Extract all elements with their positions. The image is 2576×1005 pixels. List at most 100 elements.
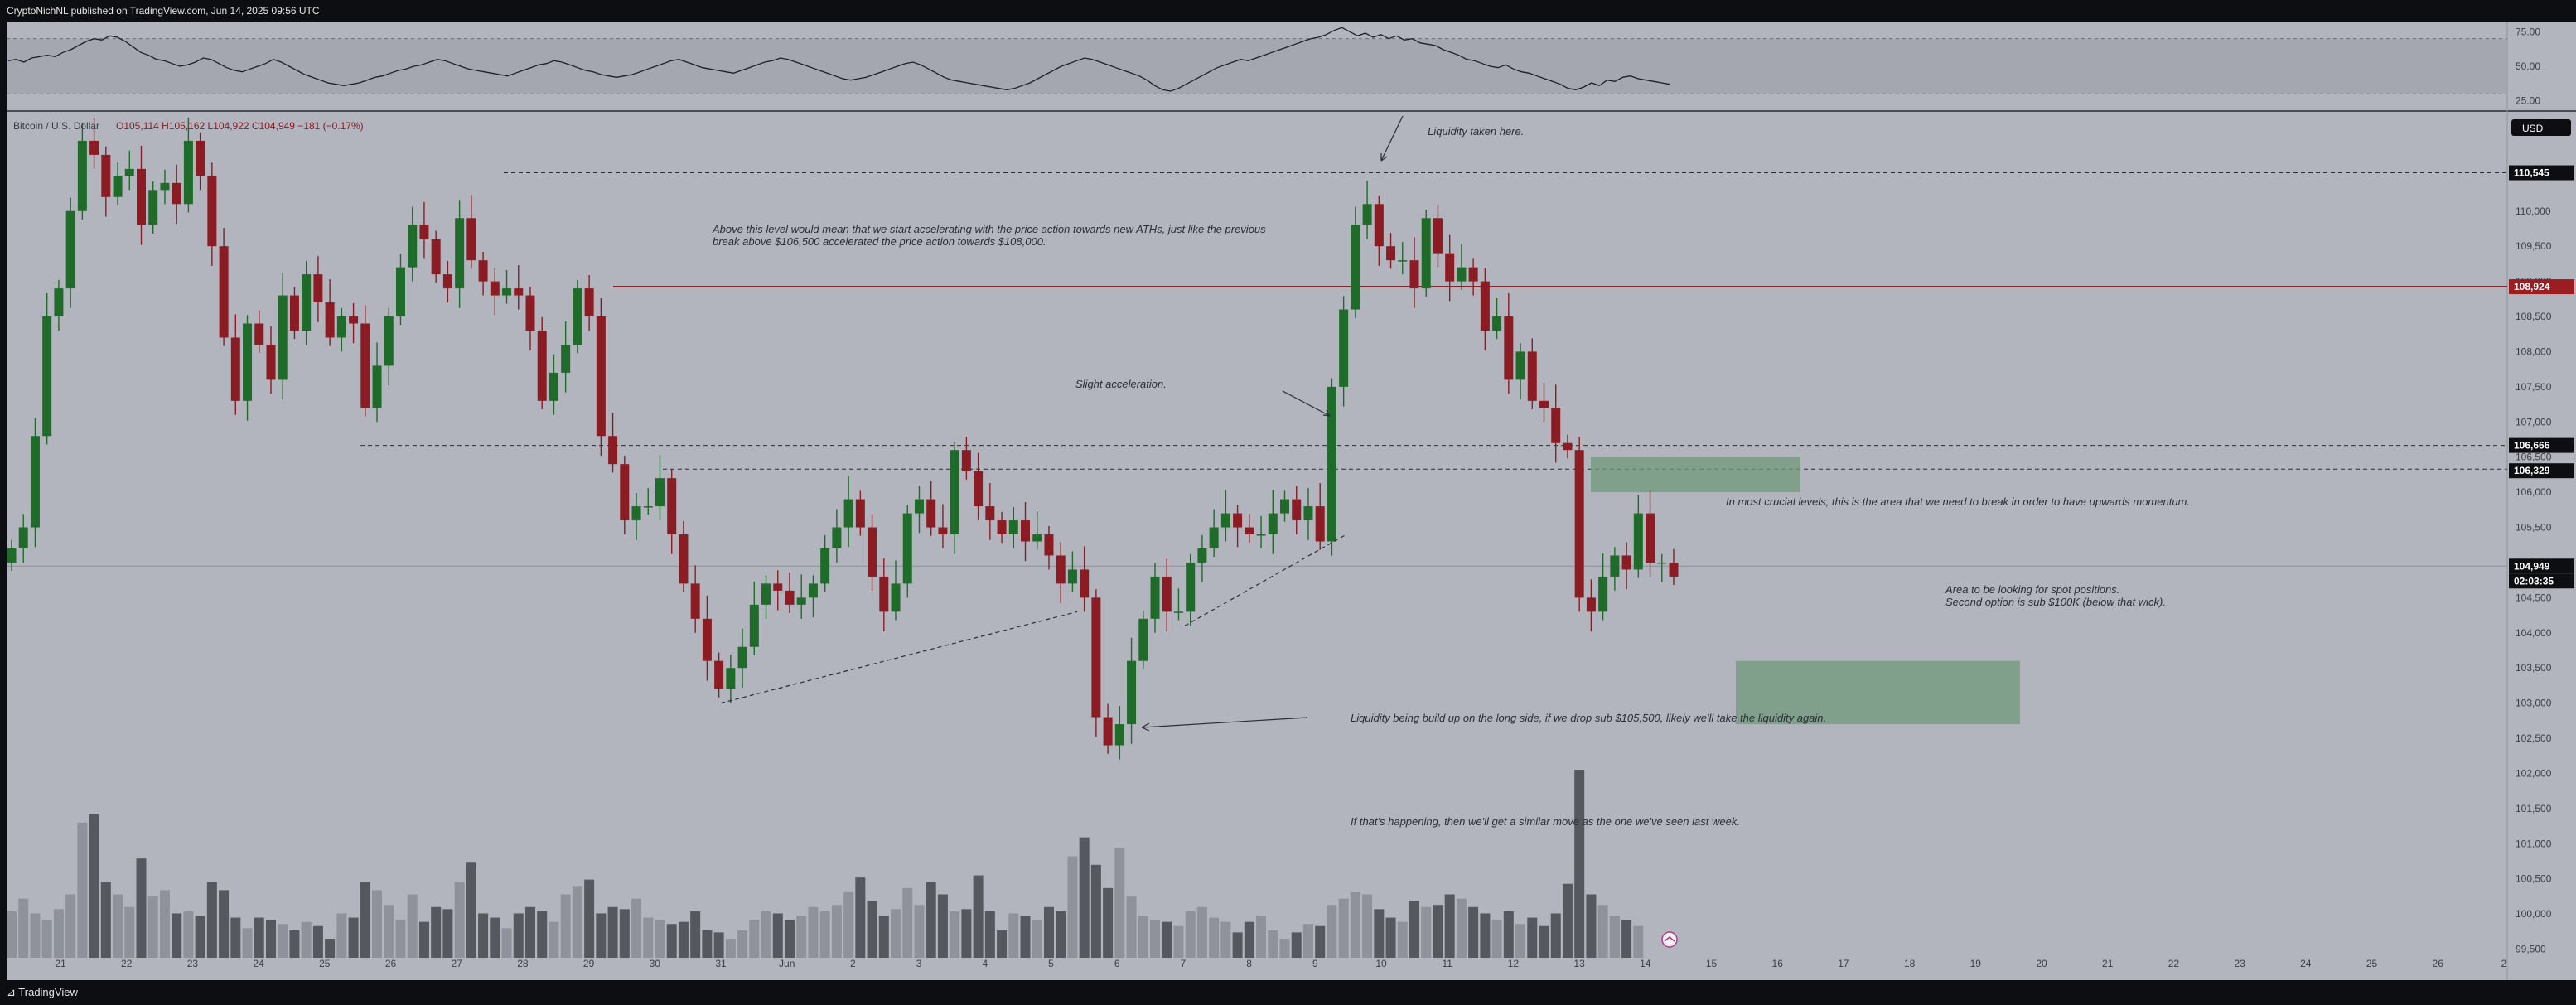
volume-bar (678, 921, 689, 958)
candle-body (843, 499, 853, 528)
price-label-box (2509, 558, 2574, 574)
time-tick-label: 22 (2168, 958, 2180, 969)
candle-body (136, 168, 146, 225)
volume-bar (478, 913, 489, 958)
candle-body (219, 246, 229, 338)
replay-icon[interactable] (1661, 931, 1678, 948)
time-tick-label: 26 (2433, 958, 2444, 969)
volume-bar (1291, 932, 1302, 958)
candle-body (1127, 660, 1137, 725)
candle-body (573, 288, 582, 345)
volume-bar (560, 894, 571, 958)
volume-bar (973, 875, 984, 958)
candle-body (1280, 499, 1290, 514)
candle-body (1574, 450, 1584, 598)
price-tick-label: 109,500 (2516, 240, 2552, 252)
price-tick-label: 104,500 (2516, 592, 2552, 603)
resistance-zone (1591, 457, 1800, 493)
volume-bar (843, 891, 854, 958)
rsi-tick-label: 75.00 (2516, 26, 2540, 37)
volume-bar (124, 906, 135, 958)
time-axis[interactable]: 21 22 23 24 25 26 27 28 29 30 31 Jun 2 3 4 5 6 7 8 9 10 11 12 1… (55, 958, 2506, 969)
annotation-if-happening: If that's happening, then we'll get a si… (1351, 815, 1740, 828)
candle-body (172, 182, 181, 205)
candle-body (926, 499, 936, 528)
tradingview-logo-icon: ⊿ (7, 986, 16, 998)
volume-bar (891, 909, 901, 958)
volume-bar (1444, 894, 1455, 958)
volume-bar (878, 916, 889, 958)
volume-bar (655, 920, 665, 958)
price-label-box (2509, 165, 2574, 181)
volume-bar (1456, 898, 1467, 958)
volume-bar (950, 911, 960, 958)
candle-body (514, 288, 524, 296)
volume-bar (1244, 921, 1254, 958)
volume-bar (1374, 909, 1385, 958)
candle-body (1114, 724, 1124, 746)
price-label-box (2509, 463, 2574, 479)
price-tick-label: 100,500 (2516, 873, 2552, 885)
time-tick-label: 16 (1772, 958, 1784, 969)
volume-bar (914, 905, 925, 958)
volume-bar (1302, 924, 1313, 958)
price-tick-label: 101,500 (2516, 803, 2552, 814)
candle-body (1492, 316, 1502, 331)
candle-body (679, 534, 689, 584)
time-tick-label: 22 (121, 958, 133, 969)
currency-badge[interactable]: USD (2511, 119, 2571, 136)
time-tick-label: 9 (1312, 958, 1318, 969)
candle-body (561, 344, 571, 373)
candle-body (737, 646, 747, 669)
candle-body (1080, 569, 1090, 598)
candle-body (124, 168, 134, 176)
volume-bar (1409, 901, 1420, 958)
candle-body (7, 548, 17, 563)
time-tick-label: 18 (1904, 958, 1916, 969)
candle-body (1633, 513, 1643, 570)
volume-bar (1385, 917, 1396, 958)
volume-bar (454, 882, 465, 958)
volume-bar (89, 814, 99, 958)
candle-body (1551, 408, 1561, 443)
volume-bar (749, 920, 760, 958)
volume-bar (1468, 906, 1479, 958)
volume-bar (490, 917, 500, 958)
volume-bar (631, 898, 642, 958)
plot-area (7, 22, 2507, 980)
candle-body (596, 316, 606, 437)
rsi-pane (7, 27, 2507, 94)
candle-body (360, 323, 370, 408)
candle-body (65, 210, 75, 289)
price-labels: 110,545 108,924 106,666 106,329 104,949 02:03… (2509, 165, 2574, 589)
time-tick-label: 20 (2036, 958, 2047, 969)
candle-body (868, 527, 877, 577)
time-tick-label: 13 (1573, 958, 1585, 969)
volume-bar (1609, 916, 1620, 958)
candle-body (254, 323, 264, 345)
chart-canvas[interactable]: Liquidity taken here. Above this level w… (0, 22, 2576, 980)
candle-body (490, 281, 500, 296)
footer-brand: TradingView (18, 986, 78, 998)
volume-bar (984, 911, 995, 958)
candle-body (879, 576, 889, 612)
candle-body (289, 295, 299, 331)
volume-bar (100, 882, 111, 958)
time-tick-label: 3 (916, 958, 922, 969)
volume-bar (926, 882, 936, 958)
volume-bar (1008, 913, 1019, 958)
price-scale-area (2507, 22, 2576, 980)
time-tick-label: 17 (1838, 958, 1849, 969)
candle-body (54, 288, 64, 317)
volume-bar (230, 917, 241, 958)
volume-bar (372, 890, 383, 958)
candle-body (525, 295, 535, 331)
price-tick-label: 103,500 (2516, 662, 2552, 674)
candle-body (278, 295, 288, 380)
volume-bar (1079, 837, 1090, 958)
candle-body (1421, 218, 1431, 289)
candle-body (690, 583, 700, 619)
candle-body (855, 499, 865, 528)
candle-body (997, 520, 1007, 535)
volume-bar (619, 909, 630, 958)
